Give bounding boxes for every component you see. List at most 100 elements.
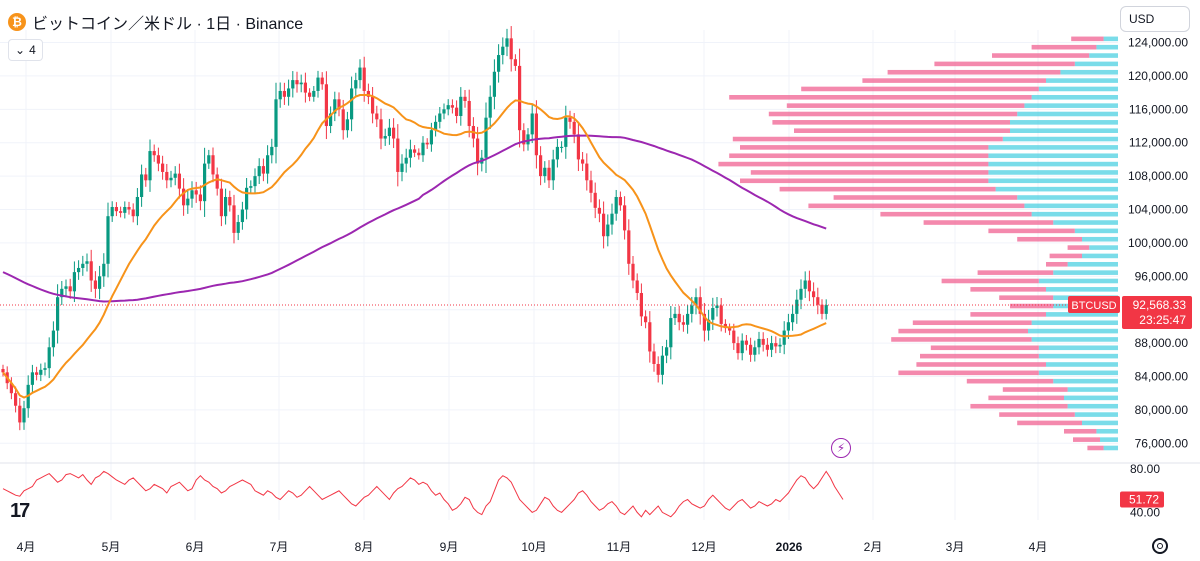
volume-profile-bar-down bbox=[891, 337, 1032, 342]
candle-up bbox=[207, 155, 211, 164]
rsi-y-tick-label: 80.00 bbox=[1130, 462, 1160, 476]
candle-up bbox=[690, 305, 694, 314]
volume-profile-bar-up bbox=[1053, 270, 1118, 275]
candle-up bbox=[345, 119, 349, 131]
y-tick-label: 84,000.00 bbox=[1135, 370, 1189, 384]
candle-up bbox=[606, 224, 610, 237]
candle-up bbox=[686, 313, 690, 325]
volume-profile-bar-up bbox=[1100, 437, 1118, 442]
volume-profile-bar-down bbox=[833, 195, 1018, 200]
volume-profile-bar-down bbox=[801, 86, 1039, 92]
candle-down bbox=[182, 188, 186, 206]
candle-down bbox=[425, 142, 429, 145]
candle-down bbox=[295, 80, 299, 85]
volume-profile-bar-down bbox=[1071, 36, 1104, 42]
candle-down bbox=[509, 38, 513, 60]
candle-up bbox=[824, 304, 828, 314]
volume-profile-bar-up bbox=[1074, 412, 1118, 417]
candle-down bbox=[539, 155, 543, 177]
candle-up bbox=[148, 151, 152, 181]
rsi-line bbox=[2, 470, 844, 518]
candle-down bbox=[320, 77, 324, 85]
volume-profile-bar-up bbox=[1074, 228, 1118, 234]
volume-profile-bar-up bbox=[1046, 287, 1118, 292]
candle-up bbox=[56, 297, 60, 331]
candle-up bbox=[173, 173, 177, 178]
candle-down bbox=[228, 196, 232, 206]
candle-down bbox=[379, 119, 383, 139]
candle-up bbox=[795, 299, 799, 314]
candle-up bbox=[316, 77, 320, 91]
y-tick-label: 80,000.00 bbox=[1135, 403, 1189, 417]
candle-up bbox=[30, 372, 34, 385]
volume-profile-bar-up bbox=[1053, 220, 1118, 225]
volume-profile-bar-down bbox=[779, 186, 996, 192]
candle-up bbox=[383, 136, 387, 139]
candle-up bbox=[358, 67, 362, 81]
candle-down bbox=[656, 363, 660, 375]
candle-up bbox=[782, 330, 786, 345]
volume-profile-bar-down bbox=[1002, 387, 1068, 392]
volume-profile-bar-down bbox=[1046, 261, 1068, 267]
candle-up bbox=[408, 149, 412, 158]
candle-down bbox=[812, 291, 816, 298]
volume-profile-bar-down bbox=[1064, 428, 1097, 434]
candle-up bbox=[186, 198, 190, 206]
symbol-title[interactable]: ビットコイン／米ドル · 1日 · Binance bbox=[32, 16, 304, 33]
rsi-tag-bg bbox=[1120, 491, 1164, 508]
volume-profile-bar-up bbox=[1017, 111, 1118, 117]
countdown-label: 23:25:47 bbox=[1139, 313, 1186, 327]
candle-down bbox=[547, 167, 551, 181]
candle-down bbox=[728, 328, 732, 331]
volume-profile-bar-up bbox=[988, 161, 1118, 167]
x-tick-label: 12月 bbox=[691, 540, 716, 554]
volume-profile-bar-down bbox=[729, 95, 1032, 100]
candle-up bbox=[39, 369, 43, 375]
candle-down bbox=[765, 344, 769, 350]
y-tick-label: 88,000.00 bbox=[1135, 336, 1189, 350]
tradingview-logo-icon[interactable]: 17 bbox=[10, 500, 30, 522]
symbol-tag: BTCUSD bbox=[1071, 300, 1116, 312]
volume-profile-bar-up bbox=[1096, 44, 1118, 50]
candle-up bbox=[312, 90, 316, 97]
candle-up bbox=[673, 313, 677, 319]
candle-down bbox=[467, 100, 471, 127]
indicator-toggle-button[interactable]: ⌄ 4 bbox=[8, 39, 43, 61]
candle-up bbox=[236, 222, 240, 233]
volume-profile-bar-up bbox=[1038, 370, 1118, 376]
flash-icon[interactable]: ⚡ bbox=[831, 438, 851, 458]
candle-up bbox=[799, 288, 803, 300]
candle-up bbox=[400, 163, 404, 172]
candle-down bbox=[177, 173, 181, 189]
candle-down bbox=[215, 174, 219, 189]
candle-up bbox=[72, 272, 76, 292]
volume-profile-bar-down bbox=[1031, 44, 1097, 50]
candle-up bbox=[60, 288, 64, 298]
candle-down bbox=[774, 343, 778, 347]
candle-down bbox=[35, 372, 39, 375]
volume-profile-bar-down bbox=[750, 170, 989, 175]
candle-down bbox=[648, 322, 652, 352]
settings-gear-icon[interactable] bbox=[1152, 538, 1168, 554]
candle-down bbox=[513, 59, 517, 66]
volume-profile-bar-down bbox=[912, 320, 1032, 326]
candle-up bbox=[249, 186, 253, 188]
candle-up bbox=[333, 99, 337, 114]
candle-up bbox=[274, 99, 278, 147]
candle-down bbox=[602, 213, 606, 237]
candle-down bbox=[585, 163, 589, 181]
candle-down bbox=[337, 99, 341, 110]
candle-down bbox=[593, 192, 597, 208]
x-tick-label: 5月 bbox=[102, 540, 121, 554]
currency-button[interactable]: USD bbox=[1120, 6, 1190, 32]
y-tick-label: 96,000.00 bbox=[1135, 269, 1189, 283]
volume-profile-bar-up bbox=[1017, 195, 1118, 200]
candle-up bbox=[77, 267, 81, 273]
candle-up bbox=[438, 113, 442, 122]
x-tick-label: 3月 bbox=[946, 540, 965, 554]
volume-profile-bar-up bbox=[1082, 253, 1118, 259]
candle-down bbox=[576, 134, 580, 160]
candle-up bbox=[429, 130, 433, 145]
candle-up bbox=[669, 318, 673, 348]
